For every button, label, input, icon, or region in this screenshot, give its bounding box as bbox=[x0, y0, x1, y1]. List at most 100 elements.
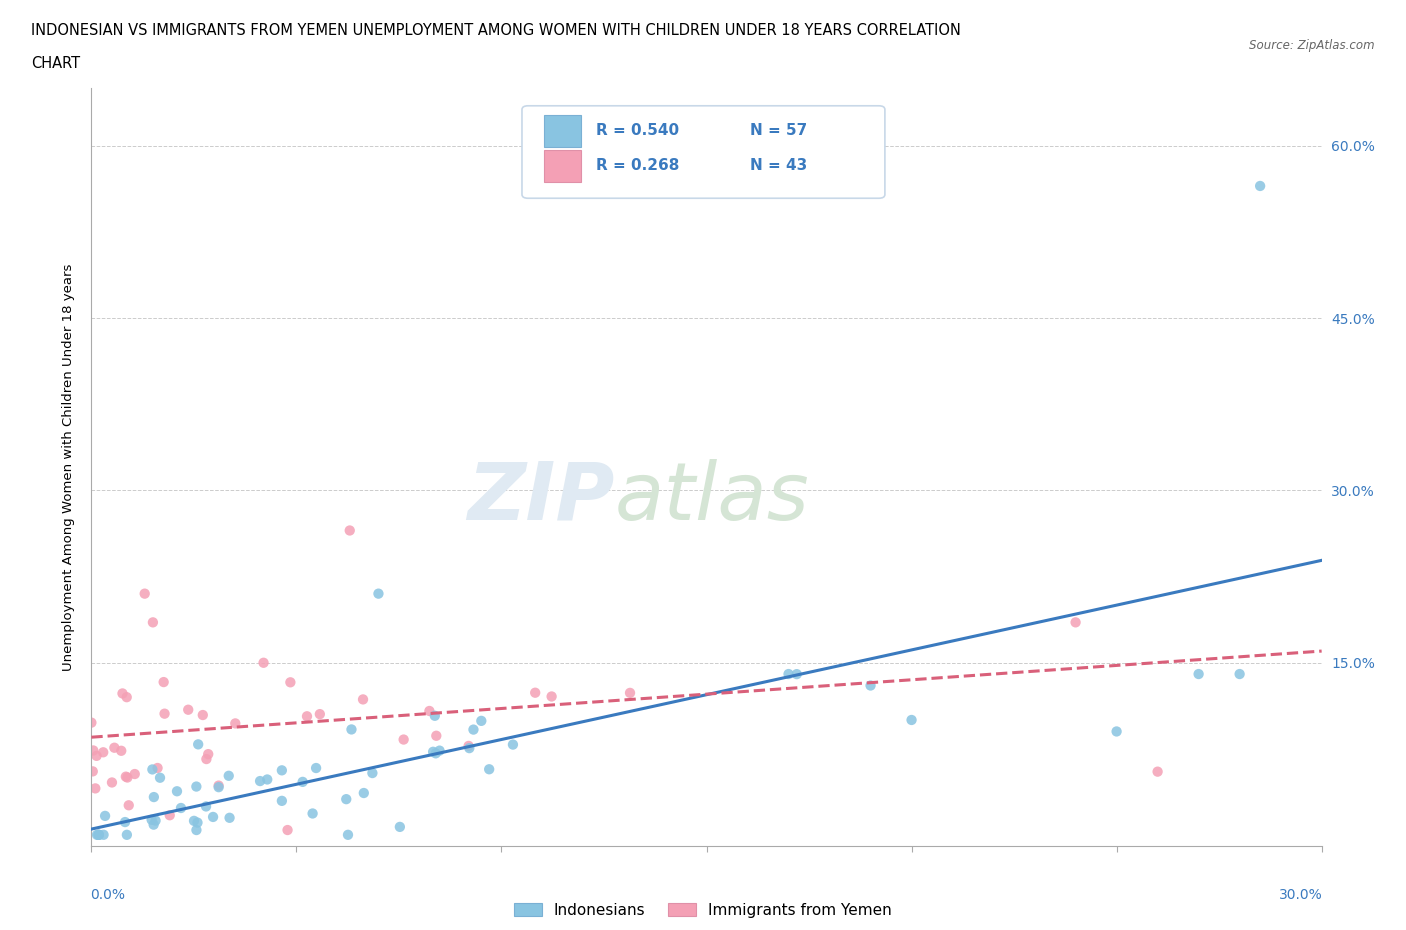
Point bbox=[142, 790, 165, 804]
Point bbox=[270, 793, 292, 808]
Point bbox=[114, 815, 136, 830]
Point bbox=[335, 791, 357, 806]
Y-axis label: Unemployment Among Women with Children Under 18 years: Unemployment Among Women with Children U… bbox=[62, 263, 76, 671]
Point bbox=[859, 678, 882, 693]
Point bbox=[388, 819, 411, 834]
Point bbox=[218, 810, 240, 825]
Point bbox=[422, 744, 444, 759]
Point bbox=[352, 692, 374, 707]
Point bbox=[115, 828, 138, 843]
Text: 30.0%: 30.0% bbox=[1279, 888, 1323, 902]
Point bbox=[118, 798, 141, 813]
Point bbox=[305, 761, 328, 776]
Point bbox=[361, 765, 384, 780]
Point bbox=[186, 816, 208, 830]
Text: CHART: CHART bbox=[31, 56, 80, 71]
Point bbox=[291, 775, 314, 790]
Point bbox=[1187, 667, 1209, 682]
Point bbox=[256, 772, 278, 787]
Point bbox=[110, 743, 132, 758]
Text: Source: ZipAtlas.com: Source: ZipAtlas.com bbox=[1250, 39, 1375, 52]
Point bbox=[418, 703, 440, 718]
Point bbox=[1064, 615, 1087, 630]
Point bbox=[170, 801, 193, 816]
Point bbox=[93, 828, 115, 843]
Point bbox=[280, 675, 302, 690]
Point bbox=[900, 712, 922, 727]
Point bbox=[101, 775, 124, 790]
Point bbox=[301, 806, 323, 821]
Point bbox=[115, 769, 138, 784]
Point bbox=[124, 766, 146, 781]
Point bbox=[146, 761, 169, 776]
Point bbox=[195, 799, 218, 814]
Point bbox=[502, 737, 524, 752]
FancyBboxPatch shape bbox=[522, 106, 884, 198]
Legend: Indonesians, Immigrants from Yemen: Indonesians, Immigrants from Yemen bbox=[515, 903, 891, 918]
Point bbox=[80, 715, 103, 730]
Point bbox=[339, 523, 361, 538]
Point bbox=[195, 751, 218, 766]
Point bbox=[308, 707, 330, 722]
Point bbox=[1146, 764, 1168, 779]
Point bbox=[177, 702, 200, 717]
Point bbox=[208, 779, 231, 794]
Point bbox=[145, 813, 167, 828]
Text: N = 57: N = 57 bbox=[749, 123, 807, 138]
Point bbox=[463, 723, 485, 737]
Point bbox=[778, 667, 800, 682]
Point bbox=[392, 732, 415, 747]
Point bbox=[87, 828, 110, 843]
Point bbox=[153, 706, 176, 721]
Point bbox=[425, 746, 447, 761]
Text: R = 0.268: R = 0.268 bbox=[596, 158, 679, 173]
Point bbox=[202, 809, 225, 824]
Text: R = 0.540: R = 0.540 bbox=[596, 123, 679, 138]
Point bbox=[470, 713, 492, 728]
Point bbox=[142, 615, 165, 630]
Point bbox=[786, 667, 808, 682]
Point bbox=[218, 768, 240, 783]
Point bbox=[337, 828, 360, 843]
Point bbox=[186, 779, 208, 794]
Point bbox=[277, 823, 299, 838]
Text: N = 43: N = 43 bbox=[749, 158, 807, 173]
Point bbox=[540, 689, 562, 704]
Point bbox=[619, 685, 641, 700]
Point bbox=[425, 728, 447, 743]
Point bbox=[353, 786, 375, 801]
Point bbox=[152, 674, 174, 689]
Point bbox=[149, 770, 172, 785]
Point bbox=[1229, 667, 1251, 682]
Point bbox=[87, 828, 110, 843]
Point bbox=[191, 708, 214, 723]
Point bbox=[1249, 179, 1271, 193]
Point bbox=[87, 828, 110, 843]
Point bbox=[111, 686, 134, 701]
Point bbox=[458, 740, 481, 755]
Point bbox=[340, 722, 363, 737]
Text: INDONESIAN VS IMMIGRANTS FROM YEMEN UNEMPLOYMENT AMONG WOMEN WITH CHILDREN UNDER: INDONESIAN VS IMMIGRANTS FROM YEMEN UNEM… bbox=[31, 23, 960, 38]
Point bbox=[141, 812, 163, 827]
Point bbox=[252, 656, 274, 671]
Point bbox=[295, 709, 318, 724]
Point bbox=[82, 764, 104, 778]
Point bbox=[86, 828, 108, 843]
Point bbox=[423, 709, 446, 724]
Point bbox=[197, 747, 219, 762]
Point bbox=[249, 774, 271, 789]
Text: atlas: atlas bbox=[614, 458, 808, 537]
Point bbox=[91, 745, 114, 760]
Point bbox=[84, 781, 107, 796]
Text: ZIP: ZIP bbox=[467, 458, 614, 537]
Point bbox=[94, 808, 117, 823]
Bar bbox=[544, 150, 581, 181]
Point bbox=[134, 586, 156, 601]
Point bbox=[117, 770, 139, 785]
Point bbox=[457, 738, 479, 753]
Point bbox=[166, 784, 188, 799]
Point bbox=[367, 586, 389, 601]
Point bbox=[270, 763, 292, 777]
Bar bbox=[544, 115, 581, 147]
Point bbox=[524, 685, 547, 700]
